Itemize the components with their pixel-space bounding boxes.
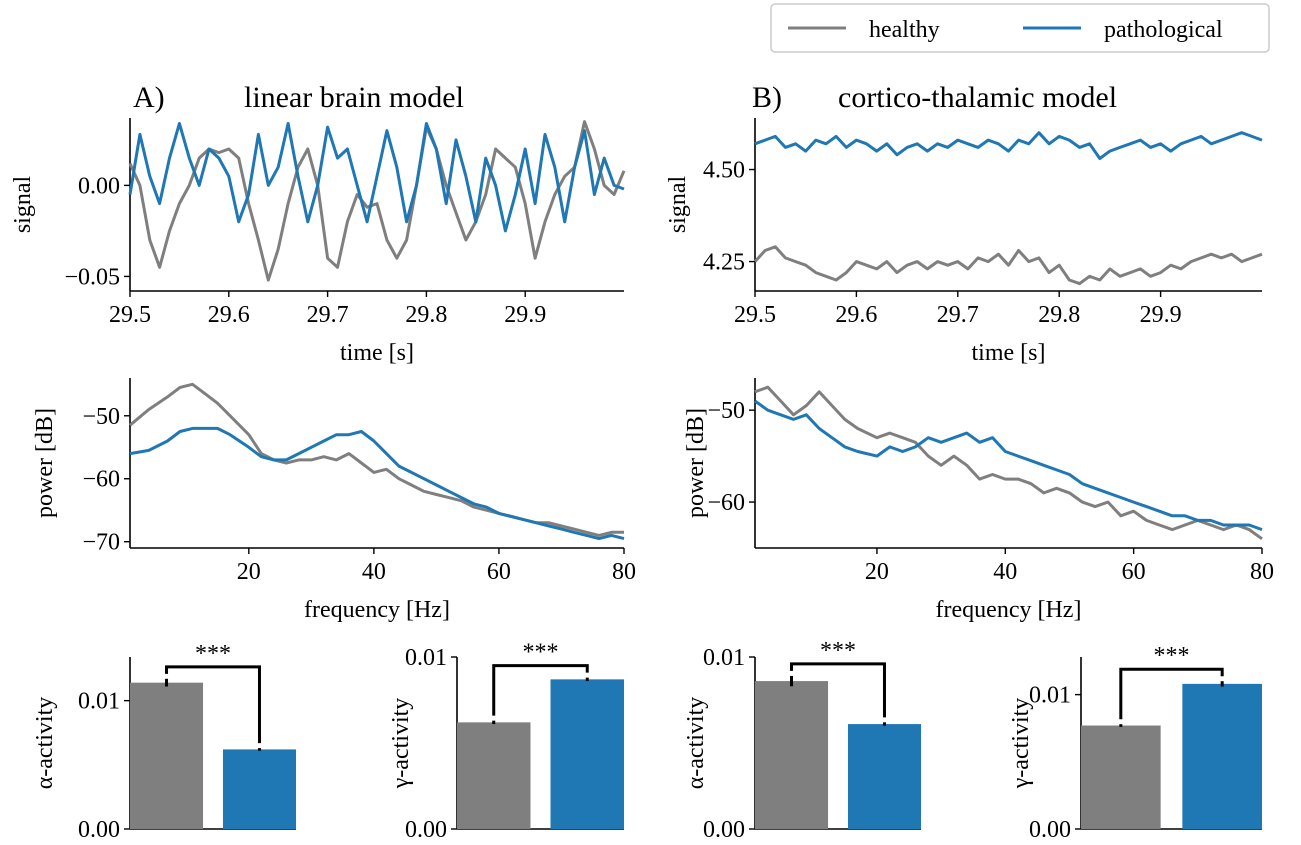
panel-b-letter: B) (752, 81, 782, 114)
powerB-ylabel: power [dB] (683, 408, 709, 518)
powerB-xtick-label: 60 (1122, 559, 1146, 585)
gammaB-bar-pathological (1182, 683, 1262, 829)
signalB-xtick-label: 29.9 (1140, 302, 1182, 328)
powerA-series-pathological (129, 426, 625, 541)
signalA-ytick-label: 0.00 (78, 173, 120, 199)
signalA-xtick-label: 29.6 (208, 302, 250, 328)
alphaA-ylabel: α-activity (32, 697, 58, 790)
alphaB-ytick-label: 0.01 (703, 645, 745, 671)
signalA-series-pathological (128, 122, 625, 233)
alphaA-ytick-label: 0.00 (78, 817, 120, 843)
gammaB-significance-bracket (1119, 667, 1224, 720)
powerB-ytick-label: −60 (707, 490, 745, 516)
powerA-ytick-label: −60 (82, 467, 120, 493)
gammaA-chart: 0.00 0.01 γ-activity *** (388, 640, 624, 843)
powerA-ylabel: power [dB] (32, 408, 58, 518)
powerA-xlabel: frequency [Hz] (304, 597, 450, 623)
gammaB-chart: 0.00 0.01γ-activity *** (1008, 643, 1262, 843)
powerA-xtick-label: 80 (612, 559, 636, 585)
panel-b-title: cortico-thalamic model (838, 81, 1117, 114)
signalA-xlabel: time [s] (340, 340, 414, 366)
powerA-ytick-label: −70 (82, 530, 120, 556)
plots-layer: −0.05 0.00 signal 29.5 29.6 29.7 29.8 29.9 time … (10, 118, 1274, 843)
signalA-series-healthy (128, 120, 626, 282)
gammaA-significance-label: *** (523, 640, 559, 666)
signalB-xtick-label: 29.7 (937, 302, 979, 328)
signalA-xtick-label: 29.8 (405, 302, 447, 328)
signalB-series-healthy (753, 245, 1263, 286)
powerA-xtick-label: 40 (362, 559, 386, 585)
signalB-ytick-label: 4.50 (703, 158, 745, 184)
signalB-series-pathological (754, 131, 1263, 160)
powerA-xtick-label: 60 (487, 559, 511, 585)
signalA-ylabel: signal (10, 176, 36, 234)
gammaB-ylabel: γ-activity (1008, 698, 1034, 790)
alphaB-significance-bracket (790, 662, 886, 718)
powerB-xtick-label: 40 (993, 559, 1017, 585)
legend: healthy pathological (770, 3, 1270, 53)
signalA-ytick-label: −0.05 (64, 264, 120, 290)
signalA-chart: −0.05 0.00 signal 29.5 29.6 29.7 29.8 29.9 time … (10, 118, 626, 366)
signalB-xtick-label: 29.6 (835, 302, 877, 328)
alphaA-ytick-label: 0.01 (78, 689, 120, 715)
gammaB-ytick-label: 0.01 (1029, 683, 1071, 709)
powerA-chart: −70 −60 −50 power [dB] 20 40 60 80 frequency [Hz… (32, 378, 636, 623)
signalB-xtick-label: 29.5 (734, 302, 776, 328)
gammaA-bar-healthy (457, 722, 531, 829)
powerA-xtick-label: 20 (237, 559, 261, 585)
legend-pathological-label: pathological (1104, 17, 1223, 43)
signalA-xtick-label: 29.7 (307, 302, 349, 328)
signalB-xlabel: time [s] (972, 340, 1046, 366)
gammaA-bar-pathological (550, 679, 624, 829)
gammaA-ytick-label: 0.00 (405, 817, 447, 843)
alphaA-chart: 0.00 0.01 α-activity *** (32, 641, 296, 843)
signalB-ytick-label: 4.25 (703, 250, 745, 276)
gammaA-significance-bracket (492, 664, 589, 716)
alphaA-bar-healthy (130, 682, 204, 829)
alphaA-bar-pathological (222, 749, 296, 829)
signalB-xtick-label: 29.8 (1038, 302, 1080, 328)
powerB-series-pathological (754, 399, 1263, 532)
legend-frame (770, 3, 1270, 53)
panel-a-letter: A) (133, 81, 165, 114)
legend-healthy-label: healthy (869, 17, 940, 43)
signalB-chart: 4.25 4.50 signal 29.5 29.6 29.7 29.8 29.9 time [… (665, 118, 1263, 366)
signalB-ylabel: signal (665, 176, 691, 234)
gammaA-ylabel: γ-activity (388, 698, 414, 790)
gammaB-significance-label: *** (1154, 643, 1190, 669)
powerB-xtick-label: 20 (865, 559, 889, 585)
gammaB-bar-healthy (1081, 725, 1161, 829)
gammaA-ytick-label: 0.01 (405, 645, 447, 671)
powerA-ytick-label: −50 (82, 404, 120, 430)
signalA-xtick-label: 29.9 (504, 302, 546, 328)
alphaB-bar-healthy (755, 681, 829, 829)
alphaB-significance-label: *** (820, 638, 856, 664)
powerB-ytick-label: −50 (707, 398, 745, 424)
powerB-series-healthy (754, 385, 1263, 541)
alphaB-bar-pathological (847, 724, 921, 829)
panel-a-title: linear brain model (244, 81, 464, 114)
alphaB-ylabel: α-activity (683, 697, 709, 790)
powerA-series-healthy (129, 382, 624, 537)
alphaA-significance-label: *** (195, 641, 231, 667)
alphaB-chart: 0.00 0.01 α-activity *** (683, 638, 921, 843)
powerB-xtick-label: 80 (1250, 559, 1274, 585)
alphaB-ytick-label: 0.00 (703, 817, 745, 843)
alphaA-significance-bracket (165, 665, 261, 744)
powerB-xlabel: frequency [Hz] (936, 597, 1082, 623)
signalA-xtick-label: 29.5 (109, 302, 151, 328)
gammaB-ytick-label: 0.00 (1029, 817, 1071, 843)
